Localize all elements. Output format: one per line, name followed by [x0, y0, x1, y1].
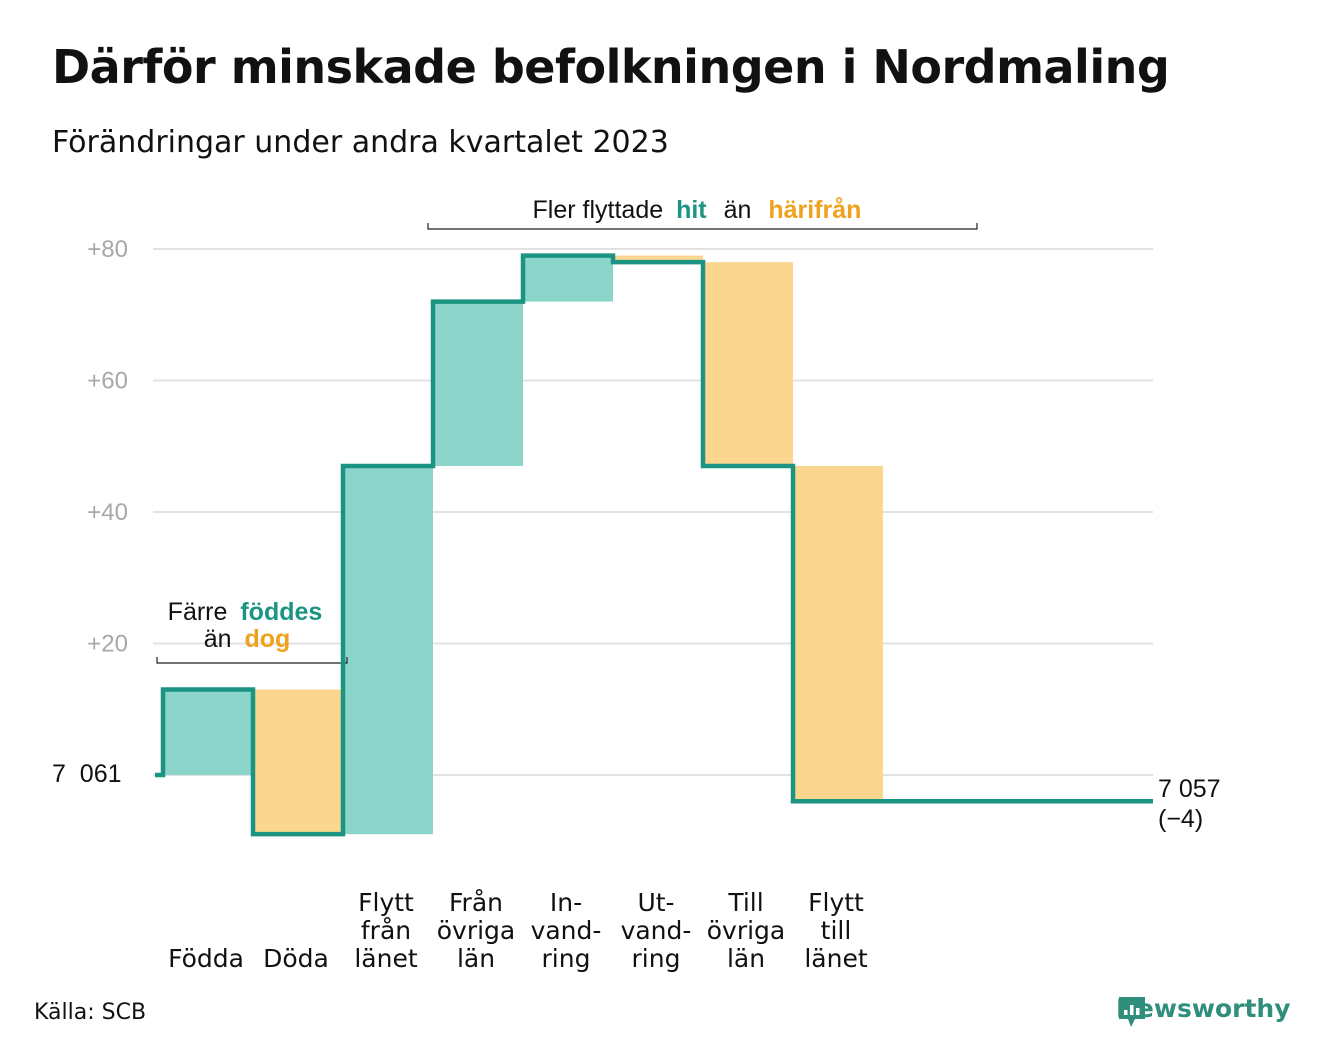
- category-label: övriga: [707, 916, 786, 945]
- annotation-top-mid: än: [724, 196, 752, 224]
- category-label: länet: [354, 944, 417, 973]
- running-total-line: [155, 253, 1153, 837]
- waterfall-bar: [253, 689, 343, 835]
- annotation-top-bracket: [427, 223, 978, 230]
- y-tick-label: +40: [87, 499, 128, 526]
- end-change-label: (−4): [1158, 805, 1203, 833]
- category-label: Ut-: [637, 888, 674, 917]
- annotation-left-dog: dog: [244, 625, 290, 653]
- annotation-top-prefix: Fler flyttade: [533, 196, 664, 224]
- category-label: Flytt: [808, 888, 864, 917]
- waterfall-bar: [793, 465, 883, 802]
- category-label: vand-: [531, 916, 602, 945]
- annotation-left-mid: än: [204, 625, 232, 653]
- category-label: län: [457, 944, 495, 973]
- y-tick-label: +20: [87, 631, 128, 658]
- chart-title: Därför minskade befolkningen i Nordmalin…: [52, 40, 1170, 94]
- category-label: länet: [804, 944, 867, 973]
- annotation-left-line2: än dog: [204, 625, 291, 653]
- annotation-top: Fler flyttade hit än härifrån: [533, 196, 862, 224]
- category-label: ring: [632, 944, 681, 973]
- newsworthy-logo-icon: [1119, 997, 1145, 1027]
- category-label: från: [361, 916, 411, 945]
- annotation-top-harifran: härifrån: [768, 196, 861, 224]
- y-tick-label: +60: [87, 368, 128, 395]
- chart-subtitle: Förändringar under andra kvartalet 2023: [52, 125, 669, 160]
- category-label: Till: [727, 888, 763, 917]
- waterfall-bar: [703, 262, 793, 466]
- category-label: Födda: [168, 944, 244, 973]
- waterfall-bar: [433, 301, 523, 466]
- category-label: Flytt: [358, 888, 414, 917]
- category-label: In-: [550, 888, 582, 917]
- waterfall-bar: [163, 689, 253, 775]
- annotation-left-foddes: föddes: [240, 598, 322, 626]
- category-label: Från: [449, 888, 503, 917]
- annotation-left-prefix: Färre: [168, 598, 228, 626]
- waterfall-bar: [523, 255, 613, 302]
- y-tick-label: +80: [87, 236, 128, 263]
- category-label: till: [821, 916, 852, 945]
- end-value-label: 7 057: [1158, 775, 1221, 803]
- category-label: län: [727, 944, 765, 973]
- annotation-left-bracket: [156, 657, 348, 664]
- newsworthy-logo[interactable]: Newsworthy: [1116, 994, 1291, 1027]
- category-label: Döda: [263, 944, 329, 973]
- source-note: Källa: SCB: [34, 1000, 147, 1025]
- annotation-top-hit: hit: [676, 196, 707, 224]
- newsworthy-logo-text: Newsworthy: [1116, 994, 1291, 1023]
- waterfall-bar: [343, 465, 433, 835]
- annotation-left-line1: Färre föddes: [168, 598, 323, 626]
- category-label: ring: [542, 944, 591, 973]
- category-label: övriga: [437, 916, 516, 945]
- category-label: vand-: [621, 916, 692, 945]
- waterfall-bar: [613, 255, 703, 263]
- start-value-label: 7 061: [52, 760, 122, 788]
